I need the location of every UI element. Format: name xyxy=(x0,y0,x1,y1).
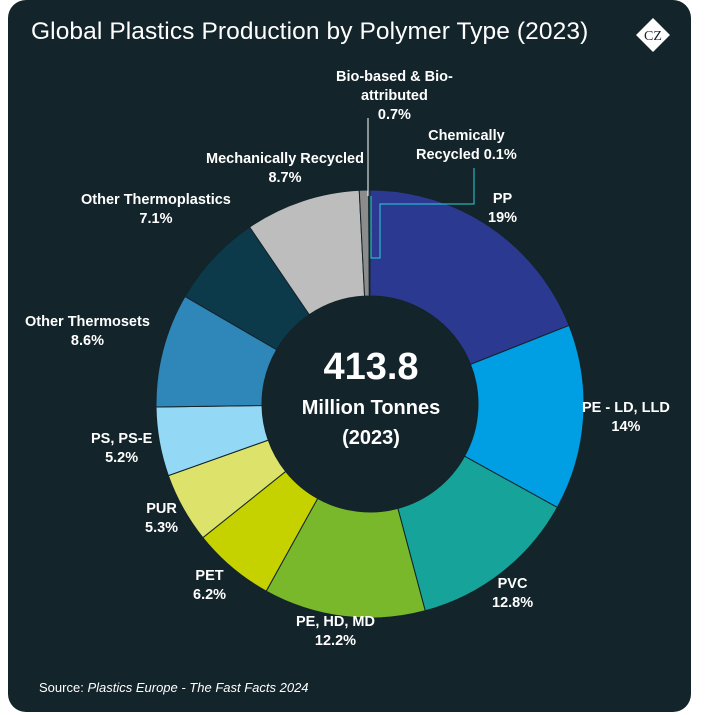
source-note: Source: Plastics Europe - The Fast Facts… xyxy=(39,680,309,695)
slice-pp xyxy=(369,189,570,366)
total-year: (2023) xyxy=(342,427,400,449)
slice-pe-ld-lld xyxy=(463,324,585,509)
label-pur: PUR 5.3% xyxy=(145,501,179,536)
label-bio-based: Bio-based & Bio-attributed 0.7% xyxy=(336,69,453,123)
label-ps-ps-e: PS, PS-E 5.2% xyxy=(91,431,153,466)
label-pe-ld-lld: PE - LD, LLD 14% xyxy=(582,400,670,435)
label-pvc: PVC 12.8% xyxy=(492,576,534,611)
label-pe-hd-md: PE, HD, MD 12.2% xyxy=(296,614,375,649)
label-other-thermosets: Other Thermosets 8.6% xyxy=(25,314,150,349)
chart-title: Global Plastics Production by Polymer Ty… xyxy=(31,18,589,45)
slice-chemically-recycled xyxy=(368,189,371,297)
svg-text:CZ: CZ xyxy=(644,29,662,44)
label-mechanically-recycled: Mechanically Recycled 8.7% xyxy=(206,151,364,186)
label-chemically-recycled: Chemically Recycled 0.1% xyxy=(416,128,517,163)
source-prefix: Source: xyxy=(39,680,84,695)
source-text: Plastics Europe - The Fast Facts 2024 xyxy=(87,680,309,695)
leader-chemically-recycled xyxy=(370,168,475,259)
donut-chart xyxy=(155,118,585,619)
cz-logo-icon: CZ xyxy=(636,18,670,52)
total-value: 413.8 xyxy=(323,346,419,388)
label-pet: PET 6.2% xyxy=(193,568,227,603)
infographic-card: Global Plastics Production by Polymer Ty… xyxy=(8,0,691,712)
label-pp: PP 19% xyxy=(488,191,518,226)
label-other-thermoplastics: Other Thermoplastics 7.1% xyxy=(81,192,231,227)
center-total: 413.8 Million Tonnes (2023) xyxy=(291,345,451,453)
total-unit: Million Tonnes xyxy=(301,397,441,419)
